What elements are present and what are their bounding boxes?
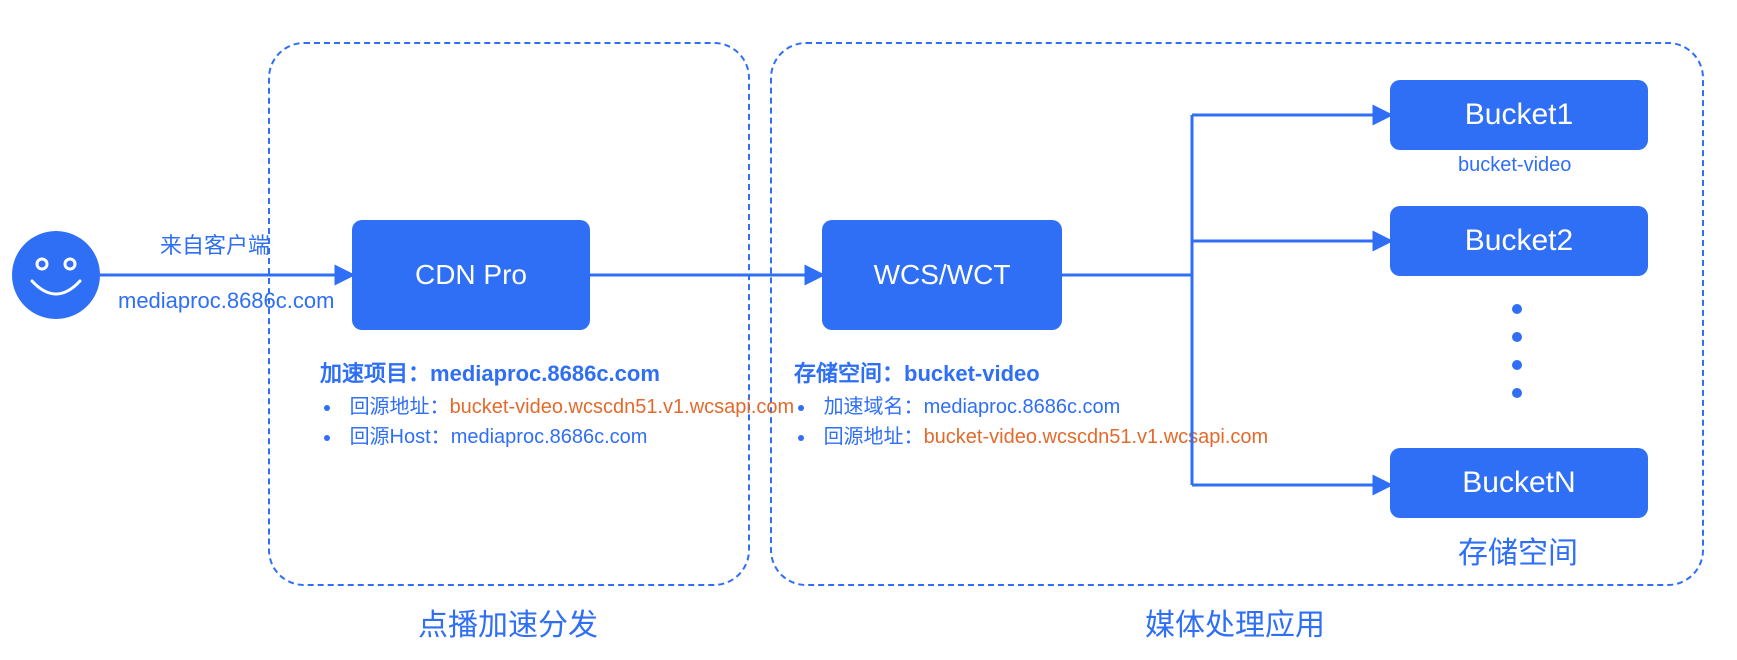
connectors [0,0,1737,660]
